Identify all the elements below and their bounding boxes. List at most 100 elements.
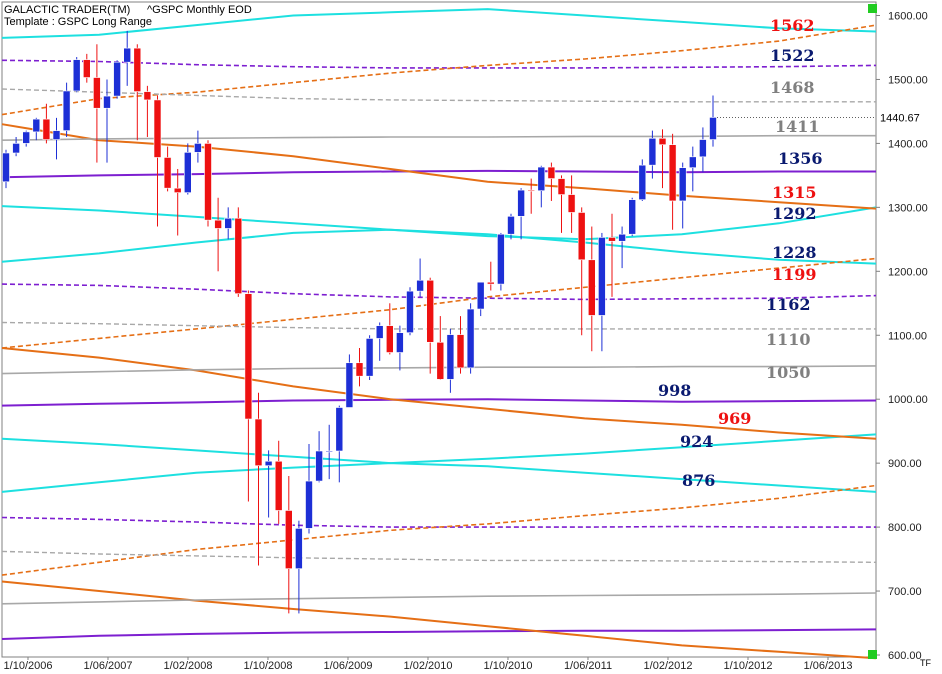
channel-line-gray-1411 (1, 134, 876, 141)
y-tick-label: 900.00 (888, 458, 922, 470)
candle-body[interactable] (598, 237, 606, 316)
y-tick-label: 1000.00 (888, 394, 928, 406)
x-tick-label: 1/02/2008 (164, 660, 213, 672)
y-axis: 600.00 700.00 800.00 900.00 1000.00 1100.00 12… (876, 11, 928, 662)
bottom-status-square[interactable] (868, 650, 877, 659)
candle-body[interactable] (325, 450, 334, 453)
app-title: GALACTIC TRADER(TM) (4, 4, 131, 16)
x-axis: 1/10/2006 1/06/2007 1/02/2008 1/10/2008 1/06… (4, 657, 852, 672)
candle-body[interactable] (244, 293, 253, 420)
candle-body[interactable] (517, 189, 525, 217)
candle-body[interactable] (224, 217, 232, 229)
candle-body[interactable] (537, 166, 546, 192)
candle-body[interactable] (709, 117, 717, 140)
candle-body[interactable] (143, 91, 152, 101)
candle-body[interactable] (153, 99, 162, 158)
candle-body[interactable] (628, 199, 637, 235)
candle-body[interactable] (476, 281, 485, 310)
candle-body[interactable] (22, 131, 31, 144)
candle-body[interactable] (699, 139, 707, 158)
channel-line-orange-1199 (1, 257, 877, 349)
candle-body[interactable] (688, 156, 697, 169)
x-tick-label: 1/10/2012 (724, 660, 773, 672)
candle-body[interactable] (163, 157, 172, 189)
candle-body[interactable] (204, 143, 212, 221)
candle-body[interactable] (93, 77, 101, 109)
candle-body[interactable] (83, 59, 91, 78)
level-label-1199: 1199 (772, 265, 817, 284)
candle-body[interactable] (254, 418, 263, 467)
candle-body[interactable] (214, 219, 222, 229)
candle-body[interactable] (638, 164, 647, 200)
candle-body[interactable] (264, 460, 273, 467)
level-label-1315: 1315 (772, 183, 817, 202)
channel-line-gray-700 (1, 592, 877, 605)
symbol-label: ^GSPC Monthly EOD (147, 4, 252, 16)
candle-body[interactable] (486, 281, 495, 285)
candle-body[interactable] (184, 152, 192, 193)
candle-body[interactable] (2, 152, 10, 183)
candle-body[interactable] (355, 362, 364, 377)
candle-body[interactable] (608, 237, 616, 242)
level-label-924: 924 (680, 432, 713, 451)
candle-body[interactable] (123, 47, 131, 63)
candle-body[interactable] (173, 187, 182, 193)
candle-body[interactable] (446, 334, 455, 380)
candle-body[interactable] (32, 118, 41, 133)
candle-body[interactable] (466, 308, 475, 369)
candle-body[interactable] (335, 407, 344, 452)
candle-body[interactable] (507, 216, 515, 235)
candle-body[interactable] (295, 528, 303, 569)
level-label-1411: 1411 (775, 117, 820, 136)
candle-body[interactable] (365, 338, 374, 377)
candle-body[interactable] (72, 59, 81, 92)
candle-body[interactable] (284, 510, 293, 569)
candle-body[interactable] (42, 118, 51, 140)
candle-body[interactable] (658, 137, 667, 145)
candle-body[interactable] (103, 95, 111, 109)
plot-area (1, 1, 877, 658)
candle-body[interactable] (274, 460, 283, 511)
candle-body[interactable] (113, 61, 121, 97)
channel-line-cyan-top (1, 8, 877, 39)
channel-line-cyan-mid (1, 228, 877, 265)
candle-body[interactable] (557, 178, 566, 195)
candle-body[interactable] (456, 334, 465, 369)
corner-label[interactable]: TF (920, 658, 931, 668)
candle-body[interactable] (133, 47, 142, 92)
candle-body[interactable] (375, 325, 384, 339)
candle-body[interactable] (406, 290, 414, 333)
level-label-1050: 1050 (766, 363, 811, 382)
top-status-square[interactable] (868, 4, 877, 13)
candle-body[interactable] (52, 130, 61, 140)
candle-body[interactable] (567, 194, 576, 213)
y-tick-label: 1300.00 (888, 202, 928, 214)
channel-line-purple-1162 (1, 283, 877, 301)
candle-body[interactable] (12, 143, 20, 154)
candle-body[interactable] (436, 341, 445, 380)
candle-body[interactable] (416, 279, 424, 292)
candle-body[interactable] (305, 480, 313, 529)
candle-body[interactable] (234, 217, 243, 294)
channel-line-orange-low-solid (1, 580, 877, 660)
level-label-1292: 1292 (772, 204, 817, 223)
candle-body[interactable] (345, 362, 354, 408)
candle-body[interactable] (577, 212, 586, 261)
candle-body[interactable] (668, 144, 677, 202)
candle-body[interactable] (426, 279, 435, 343)
candle-body[interactable] (527, 189, 536, 192)
candle-body[interactable] (194, 143, 202, 153)
candle-body[interactable] (385, 325, 394, 353)
candle-body[interactable] (587, 259, 596, 316)
candle-body[interactable] (648, 137, 657, 166)
candle-body[interactable] (497, 233, 505, 285)
candle-body[interactable] (396, 332, 404, 353)
candle-body[interactable] (618, 233, 626, 242)
candle-body[interactable] (678, 167, 687, 202)
candle-body[interactable] (315, 450, 323, 482)
candle-body[interactable] (62, 90, 71, 131)
channel-line-cyan-low1 (1, 437, 877, 493)
candle-body[interactable] (547, 166, 556, 179)
